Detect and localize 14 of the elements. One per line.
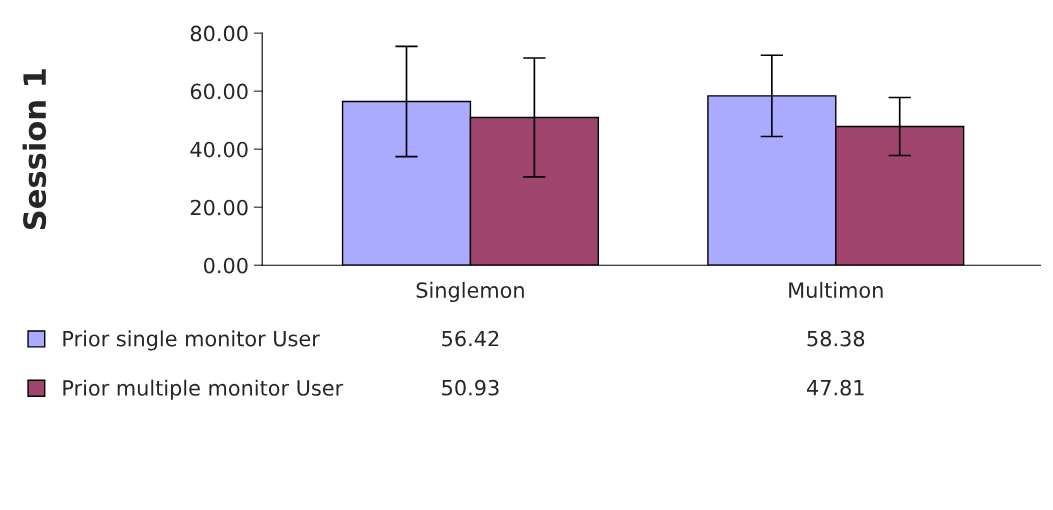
- y-tick-label: 60.00: [190, 83, 248, 100]
- data-label: 47.81: [806, 379, 864, 396]
- x-tick-label: Multimon: [789, 281, 883, 298]
- legend-label: Prior single monitor User: [63, 330, 320, 351]
- x-tick-label: Singlemon: [416, 281, 524, 303]
- y-axis-title: Session 1: [22, 69, 47, 230]
- y-tick-label: 80.00: [190, 25, 248, 42]
- data-label: 56.42: [442, 330, 499, 347]
- data-label: 50.93: [442, 379, 499, 396]
- y-tick-label: 40.00: [190, 141, 248, 158]
- y-tick-label: 20.00: [190, 199, 248, 216]
- y-tick-label: 0.00: [203, 257, 248, 274]
- legend-label: Prior multiple monitor User: [63, 379, 344, 400]
- data-label: 58.38: [807, 330, 865, 347]
